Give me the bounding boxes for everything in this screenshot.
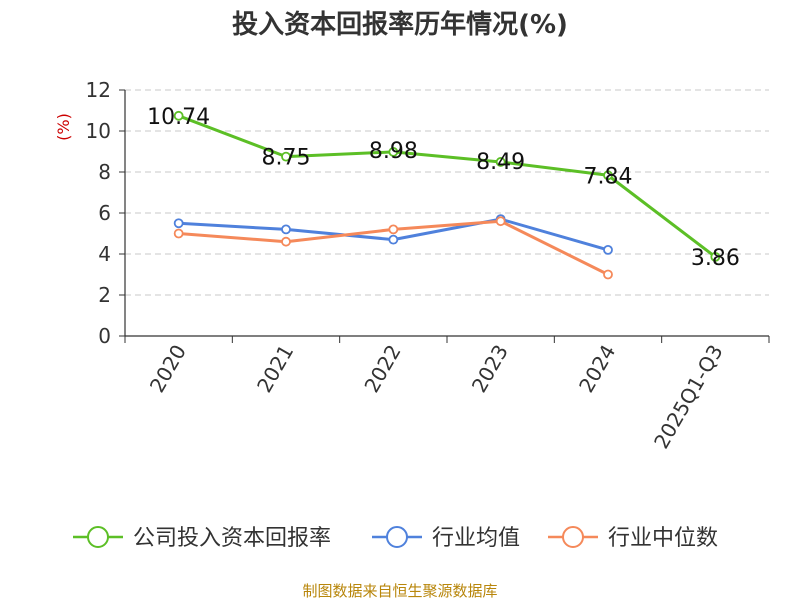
- data-labels: 10.74 8.75 8.98 8.49 7.84 3.86: [147, 105, 740, 271]
- data-label: 3.86: [691, 246, 740, 271]
- data-label: 8.75: [262, 146, 311, 171]
- data-point: [173, 218, 184, 229]
- data-point: [173, 110, 184, 121]
- legend-label: 公司投入资本回报率: [133, 526, 331, 551]
- source-note: 制图数据来自恒生聚源数据库: [302, 582, 497, 600]
- data-point: [495, 216, 506, 227]
- legend-marker: [562, 526, 584, 548]
- chart-title: 投入资本回报率历年情况(%): [232, 9, 568, 40]
- y-tick-label: 2: [98, 283, 111, 307]
- x-tick-label: 2025Q1-Q3: [649, 341, 728, 453]
- y-tick-labels: 0 2 4 6 8 10 12: [86, 78, 111, 348]
- data-point: [281, 236, 291, 247]
- data-point: [281, 224, 291, 235]
- y-tick-label: 12: [86, 78, 111, 102]
- grid-lines: [125, 89, 769, 296]
- axes: [119, 89, 770, 343]
- data-label: 8.49: [476, 150, 525, 175]
- legend-marker: [87, 526, 109, 548]
- data-point: [603, 244, 613, 255]
- data-point: [495, 157, 506, 167]
- legend-label: 行业均值: [432, 526, 520, 551]
- data-label: 7.84: [584, 164, 633, 189]
- series-line: [178, 217, 609, 252]
- x-tick-label: 2024: [574, 341, 620, 397]
- y-tick-label: 10: [86, 119, 111, 143]
- data-point: [603, 170, 613, 181]
- data-point: [388, 234, 399, 245]
- legend-label: 行业中位数: [608, 526, 718, 551]
- y-tick-label: 0: [98, 324, 111, 348]
- legend: 公司投入资本回报率 行业均值 行业中位数: [73, 526, 718, 551]
- x-tick-label: 2021: [252, 341, 298, 397]
- x-tick-label: 2023: [467, 340, 513, 396]
- series-lines: [173, 110, 721, 280]
- y-tick-label: 6: [98, 201, 111, 225]
- legend-marker: [386, 526, 408, 548]
- y-tick-label: 8: [98, 160, 111, 184]
- x-tick-label: 2020: [145, 341, 191, 397]
- y-tick-label: 4: [98, 242, 111, 266]
- data-point: [281, 151, 291, 162]
- data-point: [710, 251, 721, 262]
- data-label: 8.98: [369, 139, 418, 164]
- data-label: 10.74: [147, 105, 210, 130]
- y-axis-unit: (%): [54, 113, 73, 141]
- x-tick-label: 2022: [359, 341, 405, 397]
- series-line: [178, 114, 717, 259]
- x-tick-labels: 2020 2021 2022 2023 2024 2025Q1-Q3: [145, 340, 728, 452]
- data-point: [388, 224, 399, 235]
- data-point: [173, 228, 184, 239]
- data-point: [603, 269, 613, 280]
- data-point: [388, 147, 399, 157]
